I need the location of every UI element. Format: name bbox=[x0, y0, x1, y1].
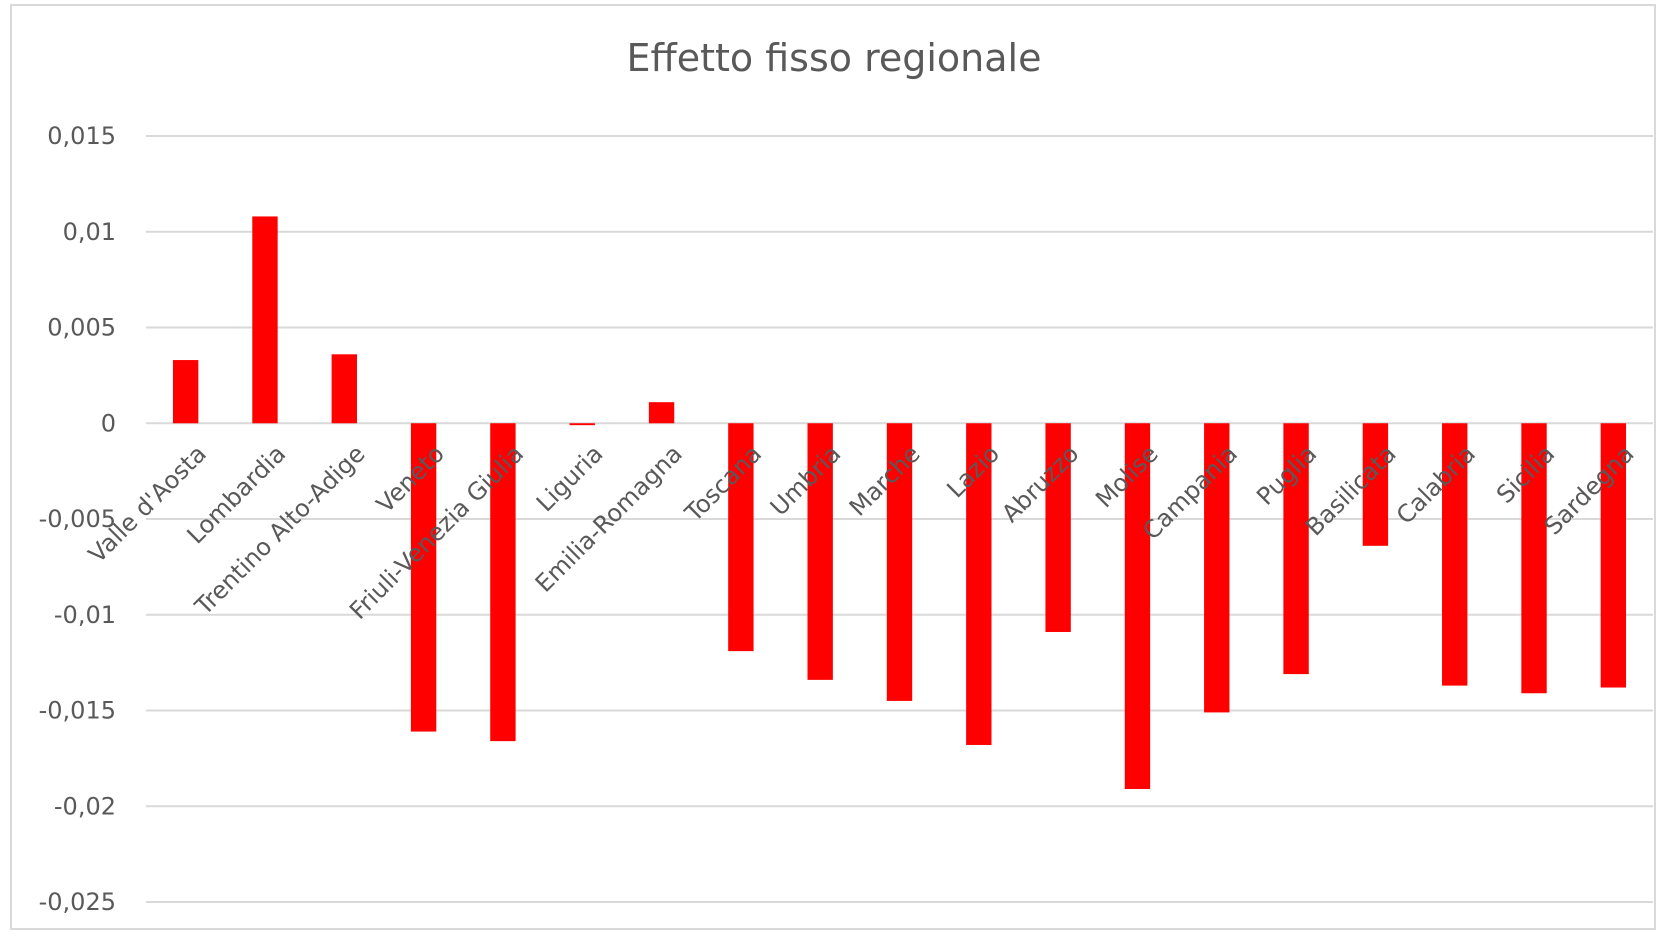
bars bbox=[172, 216, 1627, 790]
bar bbox=[1204, 423, 1230, 713]
bar bbox=[886, 423, 913, 701]
bar bbox=[252, 216, 278, 424]
x-category-label: Umbria bbox=[765, 440, 847, 522]
bar bbox=[1124, 423, 1151, 790]
y-tick-label: -0,025 bbox=[39, 888, 116, 916]
bar bbox=[1442, 423, 1468, 686]
bar bbox=[1600, 423, 1627, 688]
x-category-label: Abruzzo bbox=[996, 440, 1084, 528]
bar bbox=[490, 423, 516, 742]
y-tick-label: 0,015 bbox=[47, 122, 116, 150]
y-tick-label: 0,01 bbox=[63, 218, 116, 246]
y-tick-label: -0,005 bbox=[39, 505, 116, 533]
bar bbox=[728, 423, 754, 652]
bar bbox=[648, 402, 675, 424]
x-category-label: Veneto bbox=[371, 440, 450, 519]
bar bbox=[410, 423, 437, 732]
x-category-label: Toscana bbox=[679, 440, 767, 528]
y-axis: 0,015 0,01 0,005 0 -0,005 -0,01 -0,015 -0,02 -0,… bbox=[39, 122, 116, 916]
bar bbox=[966, 423, 992, 745]
y-tick-label: -0,01 bbox=[54, 601, 116, 629]
bar bbox=[569, 423, 595, 426]
chart-title: Effetto fisso regionale bbox=[626, 36, 1042, 80]
bar bbox=[172, 360, 199, 424]
x-category-label: Calabria bbox=[1391, 440, 1481, 530]
bar bbox=[331, 354, 357, 424]
y-tick-label: -0,015 bbox=[39, 697, 116, 725]
bar bbox=[1362, 423, 1389, 546]
x-category-label: Liguria bbox=[531, 440, 609, 518]
x-category-label: Marche bbox=[844, 440, 926, 522]
bar bbox=[1045, 423, 1071, 632]
y-tick-label: 0 bbox=[101, 409, 116, 437]
bar bbox=[807, 423, 833, 680]
bar bbox=[1283, 423, 1309, 675]
y-tick-label: 0,005 bbox=[47, 314, 116, 342]
y-tick-label: -0,02 bbox=[54, 792, 116, 820]
bar bbox=[1521, 423, 1547, 694]
